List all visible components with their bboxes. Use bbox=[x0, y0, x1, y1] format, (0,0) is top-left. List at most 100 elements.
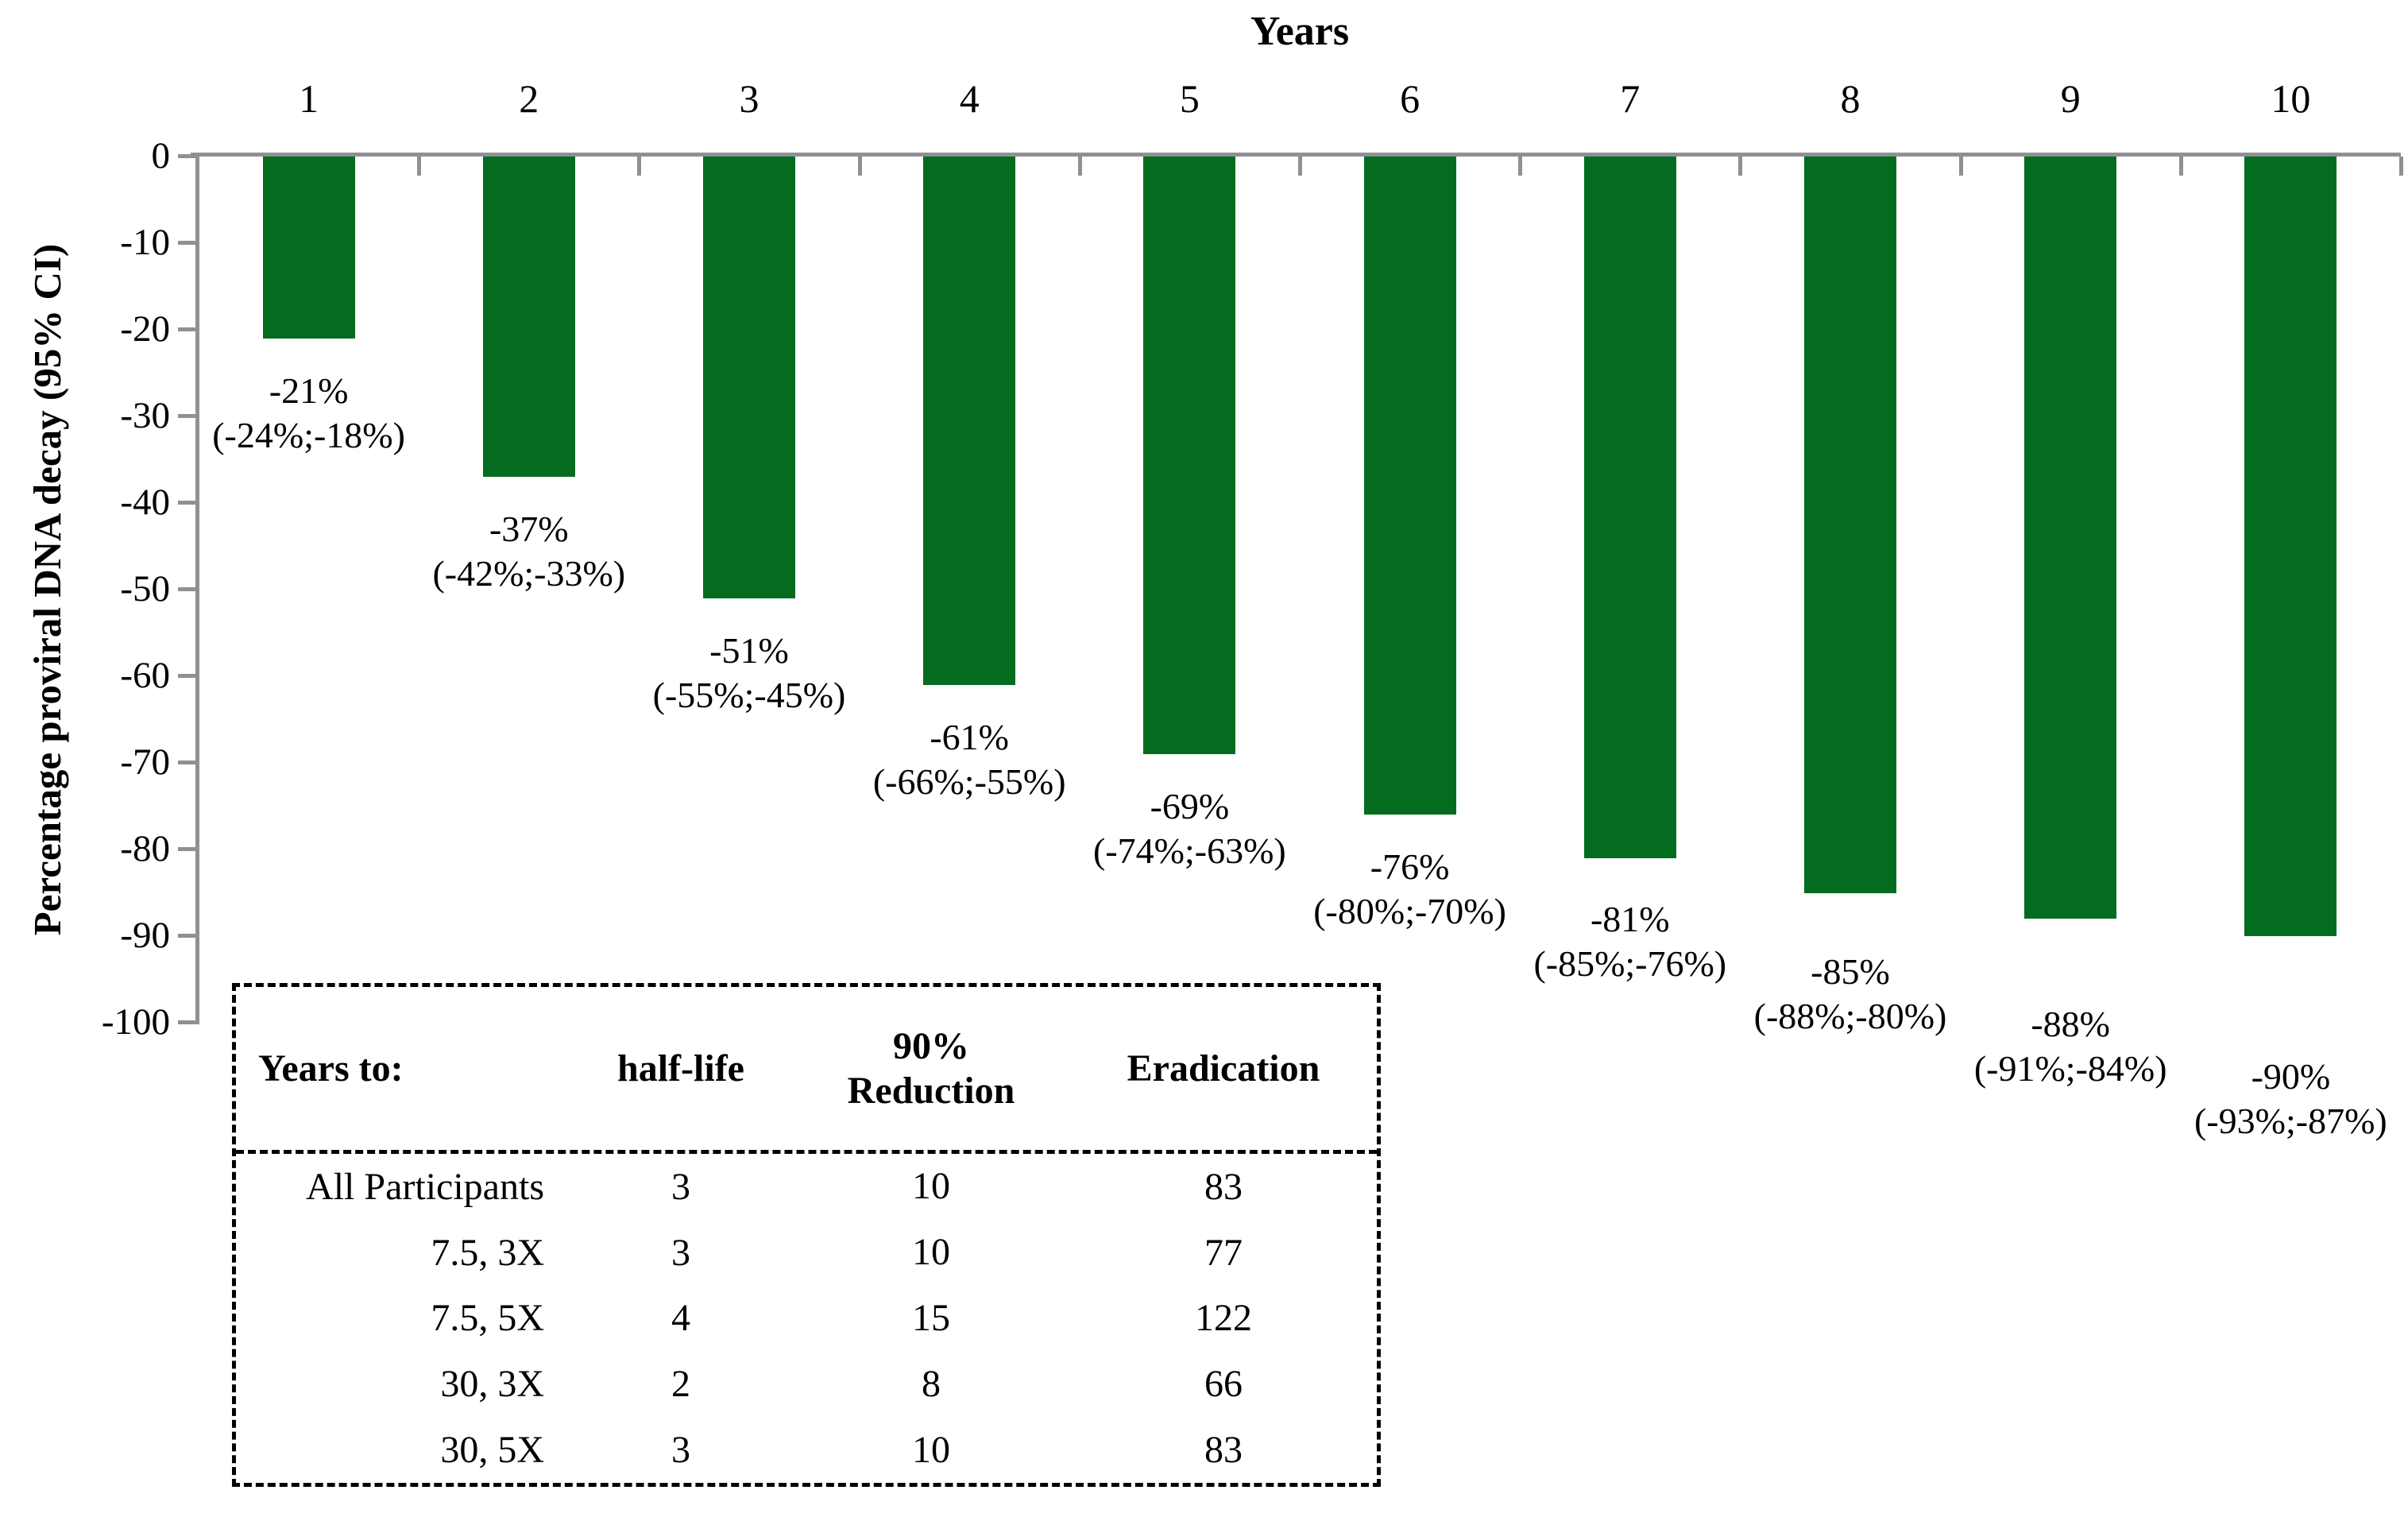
table-cell: 83 bbox=[1204, 1429, 1243, 1472]
table-cell: 3 bbox=[671, 1231, 690, 1274]
bar-label-year-6: -76% (-80%;-70%) bbox=[1212, 845, 1609, 934]
bar-label-ci: (-80%;-70%) bbox=[1313, 891, 1506, 932]
x-axis-tick bbox=[1298, 157, 1302, 176]
x-axis-tick bbox=[637, 157, 642, 176]
x-axis-category-label: 4 bbox=[959, 76, 980, 121]
bar-label-year-7: -81% (-85%;-76%) bbox=[1432, 897, 1829, 986]
bar-label-value: -21% bbox=[269, 370, 349, 411]
y-axis-tick bbox=[178, 587, 199, 591]
y-axis-tick-label: -20 bbox=[120, 308, 170, 350]
x-axis-tick bbox=[1738, 157, 1743, 176]
table-cell: 15 bbox=[912, 1296, 950, 1339]
table-cell: 77 bbox=[1204, 1231, 1243, 1274]
x-axis-tick bbox=[857, 157, 862, 176]
x-axis-tick bbox=[1518, 157, 1523, 176]
x-axis-title: Years bbox=[1250, 9, 1350, 54]
bar-label-ci: (-93%;-87%) bbox=[2194, 1101, 2387, 1142]
inset-table-header-years-to: Years to: bbox=[258, 1047, 404, 1089]
inset-table-header-eradication: Eradication bbox=[1127, 1047, 1320, 1089]
table-row: All Participants 3 10 83 bbox=[236, 1154, 1377, 1220]
y-axis-tick-label: -90 bbox=[120, 915, 170, 956]
y-axis-tick-label: -80 bbox=[120, 828, 170, 869]
bar-label-year-9: -88% (-91%;-84%) bbox=[1872, 1002, 2269, 1091]
bar-year-1 bbox=[262, 157, 355, 339]
x-axis-tick bbox=[1077, 157, 1082, 176]
bar-year-9 bbox=[2024, 157, 2117, 919]
x-axis-category-label: 10 bbox=[2271, 76, 2311, 121]
bar-label-year-10: -90% (-93%;-87%) bbox=[2092, 1055, 2408, 1144]
table-cell: 30, 5X bbox=[440, 1429, 544, 1472]
bar-label-ci: (-55%;-45%) bbox=[652, 674, 846, 715]
y-axis-tick bbox=[178, 847, 199, 851]
y-axis-tick bbox=[178, 241, 199, 245]
bar-label-value: -85% bbox=[1811, 951, 1890, 993]
y-axis-tick bbox=[178, 501, 199, 505]
table-cell: 3 bbox=[671, 1165, 690, 1208]
table-cell: 66 bbox=[1204, 1363, 1243, 1406]
y-axis-tick-label: 0 bbox=[151, 135, 171, 176]
bar-label-value: -37% bbox=[489, 509, 569, 550]
bar-label-year-3: -51% (-55%;-45%) bbox=[551, 629, 948, 718]
y-axis-tick bbox=[178, 154, 199, 158]
inset-table: Years to: half-life 90% Reduction Eradic… bbox=[232, 983, 1381, 1487]
bar-label-year-5: -69% (-74%;-63%) bbox=[991, 784, 1388, 873]
bar-label-year-2: -37% (-42%;-33%) bbox=[330, 507, 728, 596]
bar-label-value: -81% bbox=[1590, 899, 1670, 940]
y-axis-tick bbox=[178, 1020, 199, 1024]
y-axis-tick-label: -50 bbox=[120, 568, 170, 610]
bar-year-7 bbox=[1583, 157, 1676, 858]
bar-year-5 bbox=[1143, 157, 1236, 755]
y-axis-tick-label: -10 bbox=[120, 222, 170, 263]
bar-year-2 bbox=[482, 157, 575, 478]
x-axis-tick bbox=[2399, 157, 2403, 176]
table-cell: 10 bbox=[912, 1428, 950, 1471]
bar-year-4 bbox=[923, 157, 1016, 685]
x-axis-category-label: 3 bbox=[739, 76, 760, 121]
table-cell: 8 bbox=[922, 1362, 941, 1405]
bar-label-value: -69% bbox=[1150, 786, 1230, 827]
bar-label-ci: (-85%;-76%) bbox=[1533, 943, 1727, 985]
y-axis-tick-label: -60 bbox=[120, 655, 170, 696]
y-axis-tick bbox=[178, 327, 199, 331]
x-axis-tick bbox=[417, 157, 422, 176]
x-axis-category-label: 9 bbox=[2060, 76, 2081, 121]
bar-label-ci: (-91%;-84%) bbox=[1973, 1048, 2167, 1089]
table-cell: 122 bbox=[1195, 1297, 1252, 1340]
bar-year-3 bbox=[703, 157, 795, 598]
inset-table-body: All Participants 3 10 83 7.5, 3X 3 10 77 7.5, 5X… bbox=[236, 1154, 1377, 1483]
table-cell: 4 bbox=[671, 1297, 690, 1340]
table-cell: 10 bbox=[912, 1231, 950, 1274]
y-axis-tick bbox=[178, 760, 199, 764]
y-axis-tick bbox=[178, 934, 199, 938]
x-axis-tick bbox=[2178, 157, 2183, 176]
table-cell: 7.5, 5X bbox=[431, 1297, 544, 1340]
bar-label-value: -90% bbox=[2251, 1056, 2331, 1097]
table-cell: 3 bbox=[671, 1429, 690, 1472]
table-cell: 7.5, 3X bbox=[431, 1231, 544, 1274]
bar-label-value: -61% bbox=[930, 716, 1009, 757]
table-row: 7.5, 3X 3 10 77 bbox=[236, 1220, 1377, 1286]
y-axis-tick bbox=[178, 674, 199, 678]
x-axis-category-label: 5 bbox=[1179, 76, 1200, 121]
bar-label-ci: (-42%;-33%) bbox=[432, 553, 626, 594]
x-axis-category-label: 8 bbox=[1840, 76, 1861, 121]
table-cell: 2 bbox=[671, 1363, 690, 1406]
bar-label-year-4: -61% (-66%;-55%) bbox=[771, 715, 1168, 804]
bar-label-ci: (-74%;-63%) bbox=[1093, 830, 1286, 872]
y-axis-tick bbox=[178, 414, 199, 418]
table-row: 30, 5X 3 10 83 bbox=[236, 1417, 1377, 1483]
inset-table-header-90-reduction: 90% Reduction bbox=[847, 1024, 1015, 1112]
bar-label-value: -76% bbox=[1370, 846, 1450, 888]
bar-label-year-1: -21% (-24%;-18%) bbox=[110, 369, 508, 458]
x-axis-tick bbox=[1958, 157, 1963, 176]
inset-table-header-half-life: half-life bbox=[617, 1047, 744, 1089]
table-cell: All Participants bbox=[306, 1165, 544, 1208]
y-axis-tick-label: -70 bbox=[120, 741, 170, 783]
bar-label-value: -51% bbox=[709, 629, 789, 671]
x-axis-category-label: 1 bbox=[299, 76, 319, 121]
table-cell: 30, 3X bbox=[440, 1363, 544, 1406]
y-axis-tick-label: -30 bbox=[120, 395, 170, 436]
bar-label-value: -88% bbox=[2031, 1004, 2110, 1045]
y-axis-tick-label: -100 bbox=[101, 1001, 170, 1043]
